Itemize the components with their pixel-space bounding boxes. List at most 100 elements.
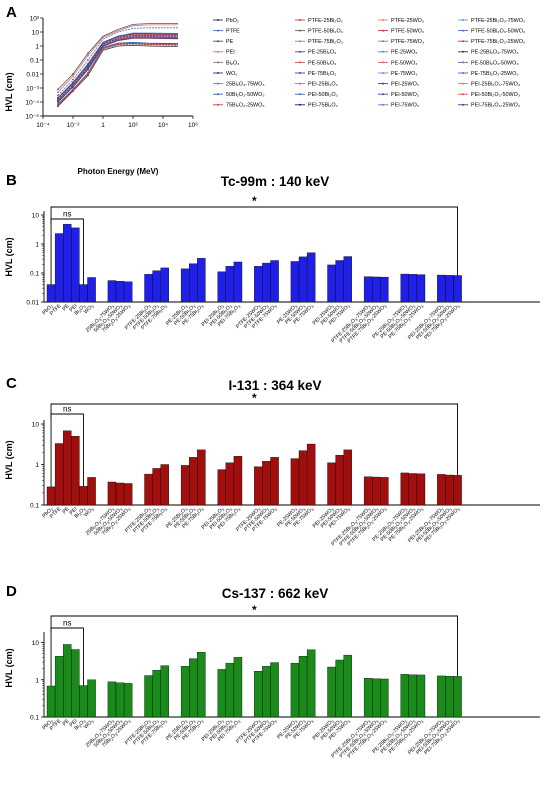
subscript: 2: [439, 737, 443, 741]
bar: [445, 474, 454, 506]
y-tick-label: 1: [35, 462, 39, 469]
legend-marker: [462, 61, 464, 64]
bar: [290, 261, 300, 303]
subscript: 3: [193, 305, 197, 309]
bar: [160, 464, 169, 506]
subscript: 2: [217, 724, 221, 728]
legend-label: PE-25Bi₂O₃-75WO₃: [471, 50, 519, 56]
bar: [254, 266, 263, 303]
significance-star: *: [252, 391, 257, 405]
bar: [262, 262, 271, 303]
legend-label: 50Bi₂O₃-50WO₃: [226, 92, 265, 98]
subscript: 2: [196, 309, 200, 313]
legend-label: PbO₂: [226, 18, 239, 24]
subscript: 3: [412, 720, 416, 724]
subscript: 2: [439, 322, 443, 326]
bar: [225, 266, 235, 303]
subscript: 3: [347, 508, 351, 512]
y-tick-label: 0.1: [30, 715, 39, 722]
panel-a-series-point: [57, 100, 59, 103]
subscript: 3: [274, 305, 278, 309]
bar: [445, 275, 454, 303]
subscript: 2: [102, 322, 106, 326]
panel-a-x-ticks: 10⁻⁴ 10⁻² 1 10² 10⁴ 10⁶: [36, 116, 198, 129]
panel-a-x-tick-label: 10⁻⁴: [36, 122, 50, 129]
subscript: 3: [384, 508, 388, 512]
bar: [380, 678, 389, 718]
subscript: 2: [395, 322, 399, 326]
bar: [327, 462, 336, 506]
legend-label: PE-50WO₃: [391, 60, 417, 66]
subscript: 3: [444, 318, 448, 322]
subscript: 3: [428, 521, 432, 525]
panel-a-series-line: [57, 24, 178, 93]
subscript: 2: [225, 512, 229, 516]
legend-label: PTFE-25Bi₂O₃: [308, 18, 343, 24]
bar: [306, 443, 316, 506]
bar: [298, 256, 308, 303]
subscript: 3: [91, 720, 95, 724]
subscript: 3: [331, 305, 335, 309]
subscript: 3: [184, 508, 188, 512]
subscript: 3: [404, 305, 408, 309]
subscript: 2: [94, 737, 98, 741]
panel-a-series-point: [72, 89, 74, 92]
panel-a-series-line: [57, 34, 179, 100]
subscript: 3: [457, 508, 461, 512]
subscript: 2: [152, 724, 156, 728]
bar: [123, 281, 133, 303]
bar: [189, 658, 198, 718]
subscript: 3: [229, 508, 233, 512]
subscript: 3: [310, 720, 314, 724]
subscript: 3: [127, 305, 131, 309]
subscript: 3: [436, 318, 440, 322]
panel-d-y-axis-label: HVL (cm): [4, 648, 14, 687]
subscript: 3: [294, 305, 298, 309]
panel-a-series-point: [72, 75, 74, 78]
bar: [437, 274, 446, 303]
subscript: 3: [354, 521, 358, 525]
legend-label: PTFE: [226, 29, 240, 35]
subscript: 3: [428, 318, 432, 322]
panel-a-y-tick-label: 10⁻⁵: [26, 113, 40, 120]
legend-label: PTFE-75Bi₂O₃-25WO₃: [471, 39, 525, 45]
legend-marker: [382, 40, 384, 43]
panel-c-title: I-131 : 364 keV: [228, 378, 321, 393]
panel-a-x-tick-label: 10⁶: [188, 122, 198, 129]
subscript: 2: [110, 322, 114, 326]
subscript: 3: [193, 720, 197, 724]
panel-a-y-ticks: 10⁻⁵ 10⁻⁴ 10⁻³ 0.01 0.1 1 10 10²: [26, 15, 43, 120]
subscript: 3: [310, 508, 314, 512]
subscript: 2: [350, 737, 354, 741]
subscript: 2: [143, 724, 147, 728]
legend-label: PEI-50WO₃: [391, 92, 419, 98]
subscript: 2: [423, 737, 427, 741]
subscript: 3: [119, 508, 123, 512]
subscript: 3: [221, 720, 225, 724]
panel-a-series-line: [57, 44, 179, 107]
legend-label: 75Bi₂O₃-25WO₃: [226, 103, 265, 109]
subscript: 2: [431, 525, 435, 529]
subscript: 2: [94, 322, 98, 326]
subscript: 2: [160, 309, 164, 313]
legend-marker: [217, 72, 219, 74]
panel-a-y-axis-label: HVL (cm): [4, 72, 14, 111]
subscript: 2: [366, 322, 370, 326]
subscript: 3: [407, 733, 411, 737]
bar: [363, 678, 373, 718]
subscript: 2: [102, 525, 106, 529]
panel-b-title: Tc-99m : 140 keV: [221, 174, 330, 189]
bar: [233, 261, 243, 303]
subscript: 2: [358, 322, 362, 326]
subscript: 3: [266, 720, 270, 724]
panel-a-series-line: [57, 37, 179, 102]
subscript: 3: [371, 521, 375, 525]
subscript: 3: [376, 305, 380, 309]
category-label: PEI: [69, 303, 79, 313]
category-label: PbO2: [41, 718, 54, 731]
bar: [79, 486, 88, 506]
bar: [144, 473, 153, 506]
ns-label: ns: [63, 405, 71, 414]
subscript: 2: [152, 309, 156, 313]
subscript: 3: [274, 720, 278, 724]
